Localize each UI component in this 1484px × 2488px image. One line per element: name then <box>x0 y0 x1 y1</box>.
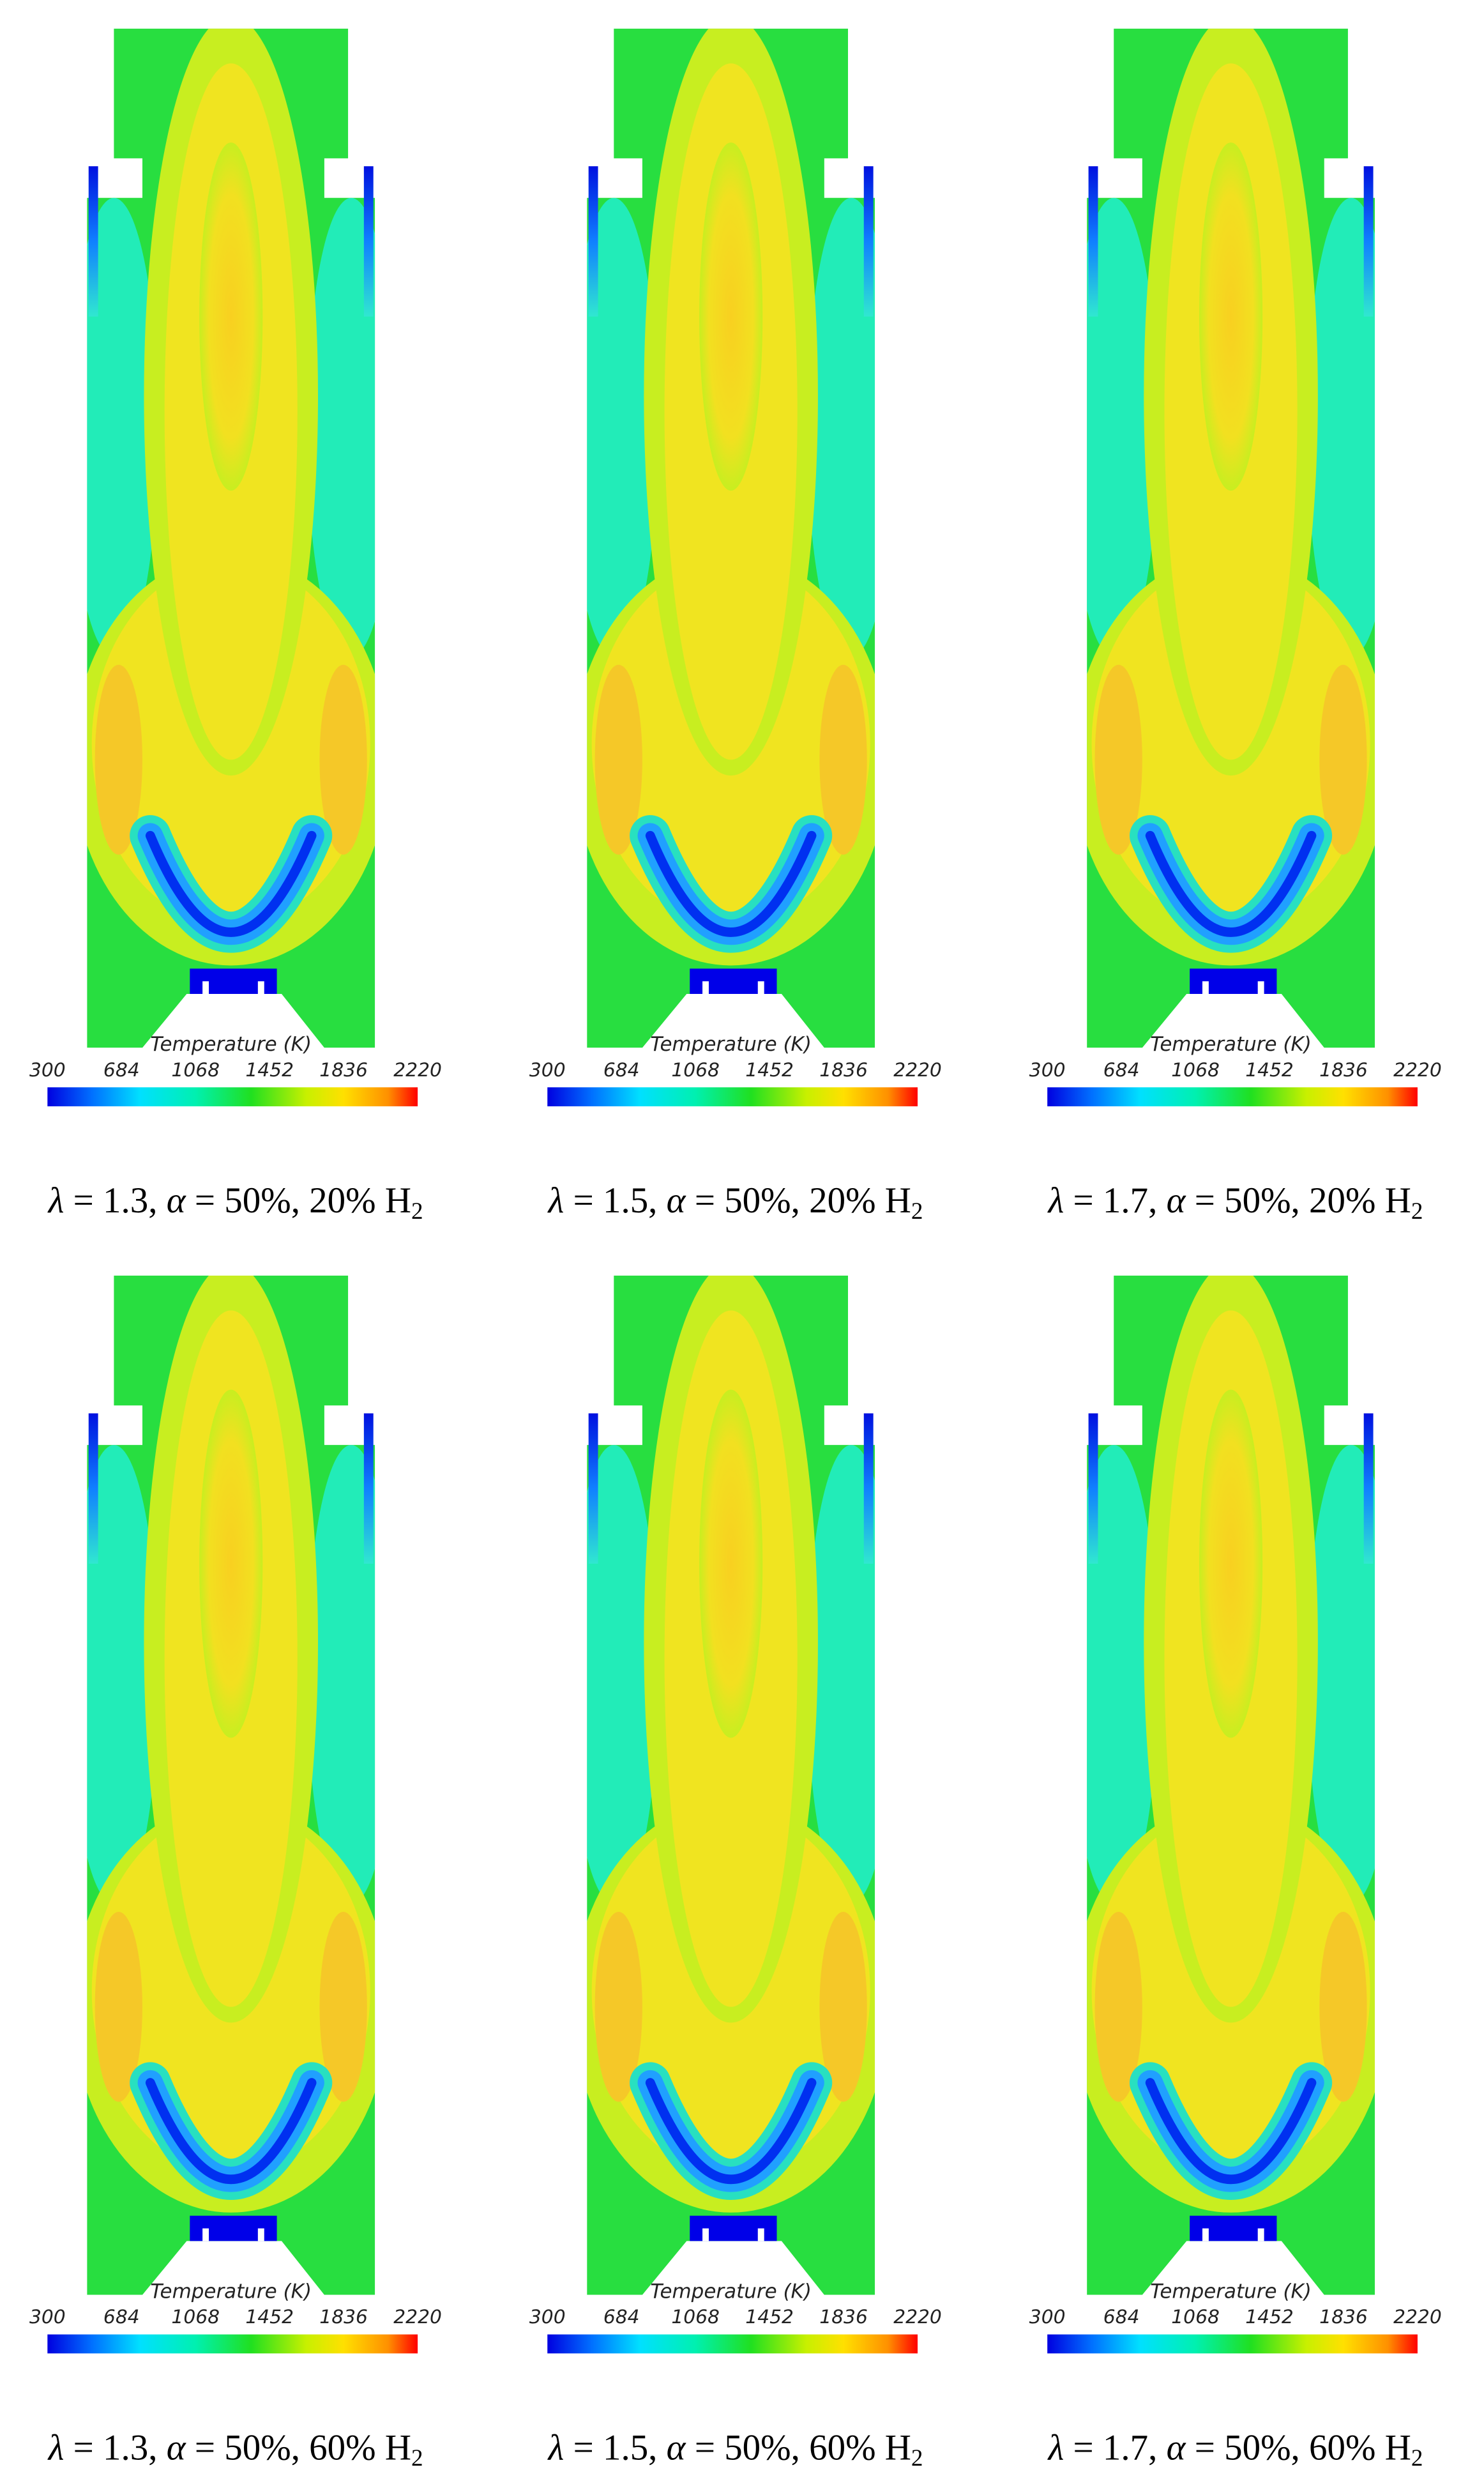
colorbar-tick-label: 684 <box>603 1059 640 1081</box>
caption-part: = 1.7, <box>1064 1180 1166 1221</box>
colorbar-tick-label: 1452 <box>1245 1059 1294 1081</box>
colorbar-tick-label: 2220 <box>393 2306 442 2328</box>
caption: λ = 1.3, α = 50%, 20% H2 <box>47 1180 423 1225</box>
colorbar-tick-label: 1068 <box>1171 1059 1220 1081</box>
colorbar-tick-label: 1452 <box>745 2306 794 2328</box>
panel: Temperature (K) 300 684 1068 1452 1836 2220 λ =… <box>529 1263 942 2471</box>
caption-part: = 50%, 60% H <box>686 2427 911 2468</box>
colorbar-tick-label: 1452 <box>245 1059 294 1081</box>
colorbar-tick-label: 1836 <box>819 2306 868 2328</box>
colorbar <box>547 2334 918 2354</box>
caption-part: λ <box>1047 2427 1064 2468</box>
caption-part: 2 <box>411 2445 423 2471</box>
caption-part: 2 <box>1411 1198 1423 1225</box>
temperature-contour <box>570 1263 895 2307</box>
colorbar-title: Temperature (K) <box>150 1033 312 1056</box>
caption-part: α <box>167 1180 186 1221</box>
colorbar-title: Temperature (K) <box>150 2280 312 2303</box>
colorbar-tick-label: 1836 <box>319 2306 368 2328</box>
caption: λ = 1.7, α = 50%, 60% H2 <box>1047 2427 1423 2471</box>
colorbar-tick-label: 2220 <box>893 1059 942 1081</box>
colorbar-tick-label: 2220 <box>393 1059 442 1081</box>
caption-part: = 1.5, <box>564 1180 666 1221</box>
temperature-contour <box>70 16 395 1060</box>
colorbar-tick-label: 684 <box>103 1059 140 1081</box>
colorbar-tick-label: 1836 <box>1319 1059 1368 1081</box>
colorbar-tick-label: 300 <box>1029 2306 1066 2328</box>
colorbar <box>547 1087 918 1106</box>
caption-part: = 1.3, <box>64 2427 166 2468</box>
colorbar-tick-label: 2220 <box>1393 1059 1442 1081</box>
colorbar-tick-label: 684 <box>1103 1059 1140 1081</box>
caption-part: = 50%, 20% H <box>1186 1180 1411 1221</box>
colorbar-tick-label: 684 <box>103 2306 140 2328</box>
caption-part: = 1.5, <box>564 2427 666 2468</box>
temperature-contour <box>570 16 895 1060</box>
colorbar-tick-label: 2220 <box>1393 2306 1442 2328</box>
caption-part: α <box>1167 1180 1186 1221</box>
colorbar-tick-label: 300 <box>529 2306 566 2328</box>
caption-part: = 1.7, <box>1064 2427 1166 2468</box>
colorbar-tick-label: 1068 <box>171 2306 220 2328</box>
caption-part: λ <box>547 2427 564 2468</box>
caption-part: λ <box>1047 1180 1064 1221</box>
panel: Temperature (K) 300 684 1068 1452 1836 2220 λ =… <box>29 1263 442 2471</box>
colorbar <box>1047 2334 1418 2354</box>
caption: λ = 1.3, α = 50%, 60% H2 <box>47 2427 423 2471</box>
caption-part: α <box>167 2427 186 2468</box>
colorbar-title: Temperature (K) <box>650 2280 812 2303</box>
colorbar-tick-label: 684 <box>603 2306 640 2328</box>
colorbar-tick-label: 300 <box>29 1059 66 1081</box>
colorbar-tick-label: 1452 <box>1245 2306 1294 2328</box>
caption-part: = 50%, 60% H <box>186 2427 411 2468</box>
caption-part: = 50%, 20% H <box>686 1180 911 1221</box>
temperature-contour <box>1070 1263 1395 2307</box>
panel: Temperature (K) 300 684 1068 1452 1836 2220 λ =… <box>1029 16 1442 1225</box>
colorbar-tick-label: 1836 <box>819 1059 868 1081</box>
colorbar-tick-label: 2220 <box>893 2306 942 2328</box>
caption-part: λ <box>47 1180 64 1221</box>
colorbar-tick-label: 684 <box>1103 2306 1140 2328</box>
colorbar-tick-label: 1068 <box>1171 2306 1220 2328</box>
colorbar-title: Temperature (K) <box>1150 2280 1312 2303</box>
caption-part: 2 <box>411 1198 423 1225</box>
caption-part: α <box>667 2427 686 2468</box>
caption: λ = 1.7, α = 50%, 20% H2 <box>1047 1180 1423 1225</box>
panel: Temperature (K) 300 684 1068 1452 1836 2220 λ =… <box>1029 1263 1442 2471</box>
colorbar-tick-label: 300 <box>529 1059 566 1081</box>
colorbar <box>47 1087 418 1106</box>
colorbar-title: Temperature (K) <box>1150 1033 1312 1056</box>
caption-part: α <box>667 1180 686 1221</box>
colorbar-tick-label: 300 <box>1029 1059 1066 1081</box>
colorbar <box>1047 1087 1418 1106</box>
colorbar-tick-label: 1068 <box>671 1059 720 1081</box>
caption-part: α <box>1167 2427 1186 2468</box>
caption-part: = 50%, 60% H <box>1186 2427 1411 2468</box>
caption-part: 2 <box>1411 2445 1423 2471</box>
colorbar-tick-label: 1068 <box>171 1059 220 1081</box>
colorbar-title: Temperature (K) <box>650 1033 812 1056</box>
temperature-contour <box>70 1263 395 2307</box>
panel: Temperature (K) 300 684 1068 1452 1836 2220 λ =… <box>529 16 942 1225</box>
caption-part: λ <box>547 1180 564 1221</box>
colorbar-tick-label: 1452 <box>745 1059 794 1081</box>
colorbar-tick-label: 1836 <box>1319 2306 1368 2328</box>
temperature-contour <box>1070 16 1395 1060</box>
colorbar-tick-label: 300 <box>29 2306 66 2328</box>
caption-part: = 50%, 20% H <box>186 1180 411 1221</box>
colorbar-tick-label: 1068 <box>671 2306 720 2328</box>
caption: λ = 1.5, α = 50%, 20% H2 <box>547 1180 923 1225</box>
colorbar-tick-label: 1836 <box>319 1059 368 1081</box>
caption-part: 2 <box>911 2445 923 2471</box>
colorbar-tick-label: 1452 <box>245 2306 294 2328</box>
colorbar <box>47 2334 418 2354</box>
caption-part: 2 <box>911 1198 923 1225</box>
caption-part: = 1.3, <box>64 1180 166 1221</box>
caption: λ = 1.5, α = 50%, 60% H2 <box>547 2427 923 2471</box>
panel: Temperature (K) 300 684 1068 1452 1836 2220 λ =… <box>29 16 442 1225</box>
caption-part: λ <box>47 2427 64 2468</box>
